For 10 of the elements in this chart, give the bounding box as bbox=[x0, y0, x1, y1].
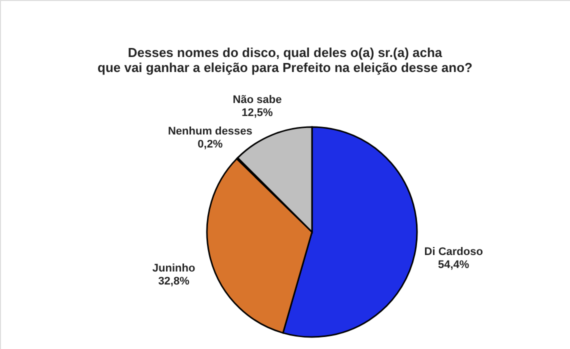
data-label: 32,8% bbox=[158, 276, 190, 288]
data-label: 0,2% bbox=[198, 138, 223, 151]
slice-label: Nenhum desses bbox=[168, 126, 252, 138]
slice-label: Não sabe bbox=[232, 94, 282, 106]
data-label: 54,4% bbox=[438, 258, 470, 271]
slice-label: Juninho bbox=[152, 262, 196, 275]
text: que vai ganhar a eleição para Prefeito na eleição desse ano? bbox=[98, 60, 472, 75]
text: Desses nomes do disco, qual deles o(a) sr.(a) acha bbox=[128, 45, 442, 60]
slice-label: Di Cardoso bbox=[424, 246, 484, 258]
data-label: 12,5% bbox=[242, 106, 274, 119]
